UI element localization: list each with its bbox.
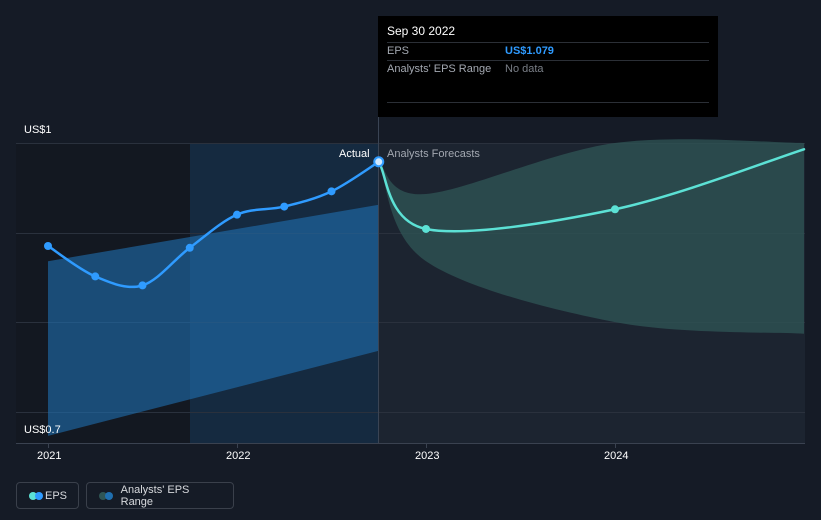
eps-actual-point — [280, 202, 289, 211]
eps-legend-icon — [29, 491, 43, 500]
legend-eps-label: EPS — [44, 489, 67, 502]
tooltip-divider — [387, 102, 709, 103]
range-legend-icon — [99, 491, 113, 500]
eps-actual-line — [46, 160, 380, 289]
legend-eps[interactable]: EPS — [16, 482, 79, 509]
legend-range-label: Analysts' EPS Range — [120, 483, 190, 508]
y-tick-label-bottom: US$0.7 — [24, 424, 61, 436]
eps-actual-point — [327, 187, 336, 196]
eps-points — [44, 156, 619, 290]
eps-actual-point — [138, 281, 147, 290]
tooltip-row-range: Analysts' EPS Range No data — [387, 60, 709, 78]
tooltip-range-value: No data — [505, 63, 544, 75]
eps-lines — [46, 148, 806, 289]
legend-eps-range[interactable]: Analysts' EPS Range — [86, 482, 234, 509]
eps-range-forecast-area — [378, 139, 804, 334]
eps-actual-point — [185, 243, 194, 252]
y-tick-label-top: US$1 — [24, 124, 52, 136]
forecast-label: Analysts Forecasts — [387, 148, 480, 160]
tooltip-eps-label: EPS — [387, 45, 410, 57]
x-tick-label-2024: 2024 — [604, 450, 629, 462]
eps-actual-point — [91, 272, 100, 281]
x-tick-label-2023: 2023 — [415, 450, 440, 462]
eps-actual-point — [44, 241, 52, 250]
eps-forecast-point — [422, 224, 430, 233]
eps-range-areas — [48, 139, 804, 436]
tooltip: Sep 30 2022 EPS US$1.079 Analysts' EPS R… — [378, 16, 718, 117]
eps-forecast-line — [377, 148, 806, 233]
tooltip-eps-value: US$1.079 — [505, 45, 554, 57]
eps-forecast-point — [611, 205, 619, 214]
x-tick-label-2021: 2021 — [37, 450, 62, 462]
eps-highlight-point — [373, 156, 385, 168]
tooltip-range-label: Analysts' EPS Range — [387, 63, 492, 75]
tooltip-row-eps: EPS US$1.079 — [387, 42, 709, 60]
tooltip-date: Sep 30 2022 — [387, 24, 456, 38]
eps-actual-point — [233, 210, 241, 219]
actual-label: Actual — [339, 148, 370, 160]
x-tick-label-2022: 2022 — [226, 450, 251, 462]
eps-range-actual-area — [48, 204, 379, 436]
